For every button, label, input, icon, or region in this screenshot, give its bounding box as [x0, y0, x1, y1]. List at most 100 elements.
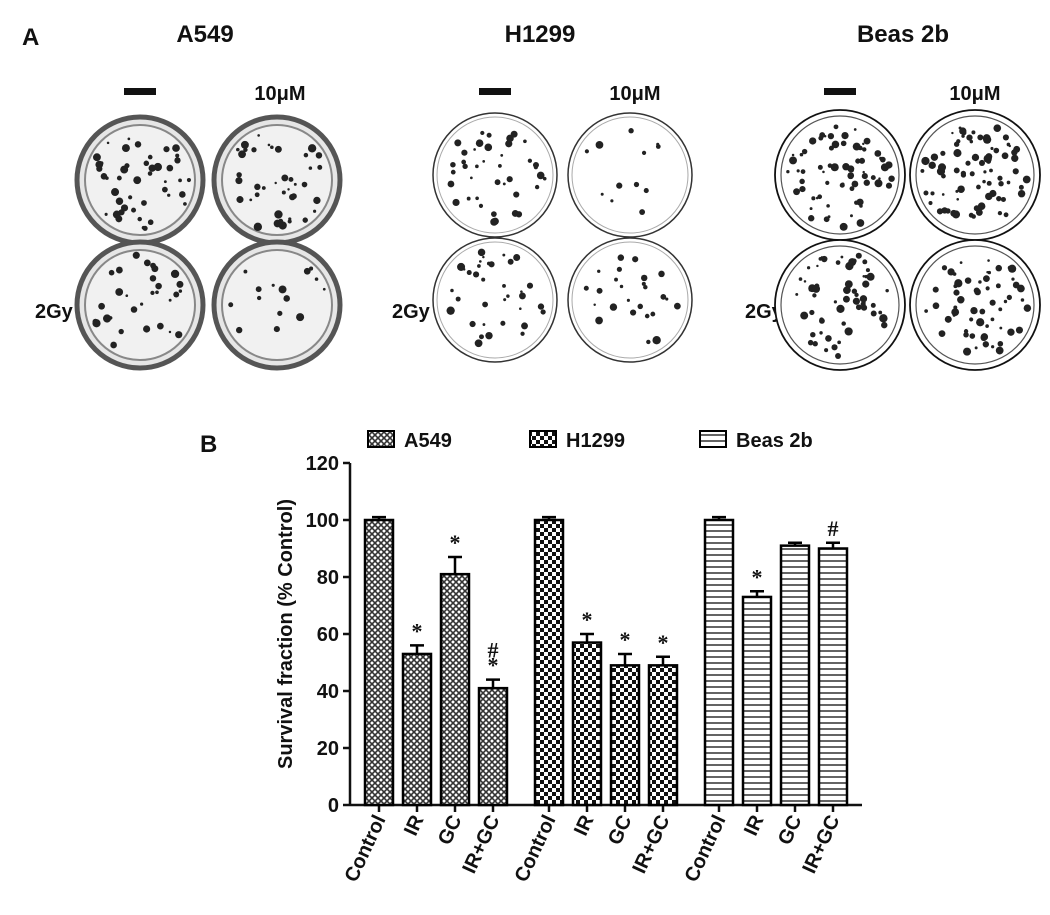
- colony: [474, 339, 483, 348]
- bar: [477, 686, 509, 807]
- colony: [500, 320, 506, 326]
- plate: [211, 114, 343, 246]
- colony: [855, 158, 861, 164]
- plate-inner: [436, 116, 554, 234]
- colony: [862, 170, 865, 174]
- colony: [859, 157, 866, 164]
- colony: [478, 260, 482, 263]
- colony: [150, 290, 155, 296]
- plate-inner: [915, 245, 1035, 365]
- colony: [520, 290, 523, 293]
- colony: [500, 154, 504, 157]
- colony: [879, 314, 888, 323]
- colony: [987, 259, 990, 262]
- colony: [953, 149, 962, 158]
- colony: [617, 254, 625, 261]
- error-bar: [788, 541, 802, 546]
- colony: [818, 135, 824, 141]
- colony: [313, 209, 317, 213]
- colony: [831, 344, 838, 351]
- colony: [985, 324, 989, 328]
- y-tick-label: 20: [317, 738, 339, 760]
- colony: [133, 176, 142, 185]
- colony: [809, 309, 815, 316]
- dose-label: 10μM: [609, 83, 660, 105]
- colony: [941, 265, 948, 271]
- colony: [816, 264, 819, 268]
- colony: [157, 322, 164, 330]
- colony: [506, 294, 510, 298]
- colony: [658, 270, 665, 278]
- colony: [253, 222, 263, 232]
- colony: [859, 295, 868, 303]
- colony: [799, 152, 804, 157]
- colony: [111, 188, 120, 197]
- colony: [167, 193, 171, 197]
- colony: [1002, 134, 1009, 141]
- colony: [1003, 299, 1008, 304]
- colony: [482, 255, 485, 259]
- colony: [172, 144, 180, 152]
- plate-rim: [567, 237, 693, 363]
- plate: [774, 109, 906, 241]
- legend-swatch: [529, 430, 557, 448]
- colony: [833, 300, 837, 304]
- colony: [132, 251, 140, 259]
- colony: [92, 318, 99, 325]
- colony: [803, 280, 807, 283]
- colony: [970, 306, 978, 315]
- colony: [983, 170, 987, 174]
- colony: [796, 169, 800, 173]
- colony: [155, 290, 159, 295]
- colony: [989, 189, 997, 198]
- plate-inner: [915, 115, 1035, 235]
- colony: [958, 126, 962, 130]
- x-tick-label: GC: [434, 812, 467, 848]
- colony: [928, 161, 936, 170]
- colony: [128, 195, 133, 200]
- colony: [956, 139, 961, 144]
- colony: [584, 149, 589, 154]
- colony: [130, 306, 138, 313]
- colony: [523, 139, 527, 144]
- colony: [840, 140, 847, 147]
- colony: [860, 304, 868, 311]
- colony: [147, 219, 154, 226]
- colony: [485, 331, 493, 340]
- colony: [595, 316, 603, 325]
- colony: [799, 178, 805, 185]
- colony: [125, 294, 129, 298]
- plate-rim: [432, 237, 558, 363]
- colony: [839, 222, 848, 231]
- plate: [567, 237, 693, 363]
- colony: [178, 178, 182, 183]
- colony: [597, 269, 601, 273]
- colony: [484, 143, 493, 152]
- colony: [186, 177, 192, 183]
- colony: [644, 313, 650, 319]
- colony: [173, 291, 180, 298]
- colony: [302, 217, 308, 223]
- colony: [480, 130, 485, 136]
- legend-swatch: [367, 430, 395, 448]
- colony: [281, 174, 289, 182]
- colony: [971, 153, 980, 162]
- significance-mark: *: [488, 653, 499, 678]
- colony: [844, 327, 853, 336]
- colony: [104, 212, 108, 216]
- colony: [843, 286, 851, 295]
- panel-a: A549 10μM 2Gy H1299 10μM 2Gy Beas 2b 10μM 2Gy: [35, 21, 1041, 371]
- colony: [99, 161, 104, 166]
- colony: [174, 157, 181, 164]
- colony: [1022, 175, 1031, 184]
- colony: [830, 163, 839, 172]
- colony: [965, 160, 971, 166]
- colony: [106, 141, 110, 145]
- colony: [170, 269, 180, 279]
- colony: [853, 128, 857, 131]
- colony: [281, 190, 286, 195]
- colony: [945, 208, 951, 214]
- colony: [878, 177, 881, 180]
- colony: [537, 303, 545, 310]
- colony: [141, 200, 147, 206]
